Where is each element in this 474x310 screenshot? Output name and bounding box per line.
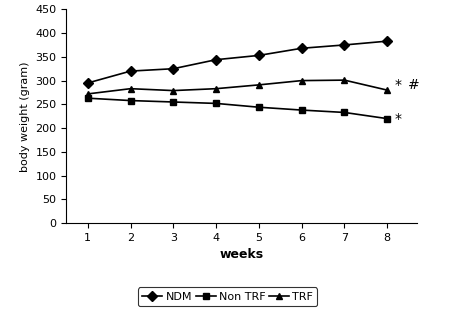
- TRF: [256, 83, 262, 87]
- NDM: [85, 81, 91, 85]
- Non TRF: [171, 100, 176, 104]
- NDM: [128, 69, 133, 73]
- Line: Non TRF: Non TRF: [84, 95, 391, 122]
- TRF: [85, 92, 91, 96]
- TRF: [128, 87, 133, 91]
- Non TRF: [128, 99, 133, 102]
- TRF: [342, 78, 347, 82]
- NDM: [342, 43, 347, 47]
- TRF: [171, 89, 176, 92]
- Line: TRF: TRF: [84, 77, 391, 97]
- X-axis label: weeks: weeks: [219, 249, 264, 261]
- Non TRF: [384, 117, 390, 121]
- Non TRF: [299, 108, 304, 112]
- NDM: [299, 46, 304, 50]
- Legend: NDM, Non TRF, TRF: NDM, Non TRF, TRF: [138, 287, 318, 306]
- NDM: [384, 39, 390, 43]
- TRF: [213, 87, 219, 91]
- NDM: [213, 58, 219, 62]
- Text: *: *: [395, 78, 402, 92]
- Non TRF: [85, 96, 91, 100]
- Text: *: *: [395, 112, 402, 126]
- TRF: [384, 88, 390, 92]
- Non TRF: [256, 105, 262, 109]
- NDM: [256, 54, 262, 57]
- NDM: [171, 67, 176, 71]
- Y-axis label: body weight (gram): body weight (gram): [20, 61, 30, 171]
- Text: #: #: [408, 78, 419, 92]
- Non TRF: [213, 102, 219, 105]
- TRF: [299, 79, 304, 82]
- Line: NDM: NDM: [84, 38, 391, 86]
- Non TRF: [342, 111, 347, 114]
